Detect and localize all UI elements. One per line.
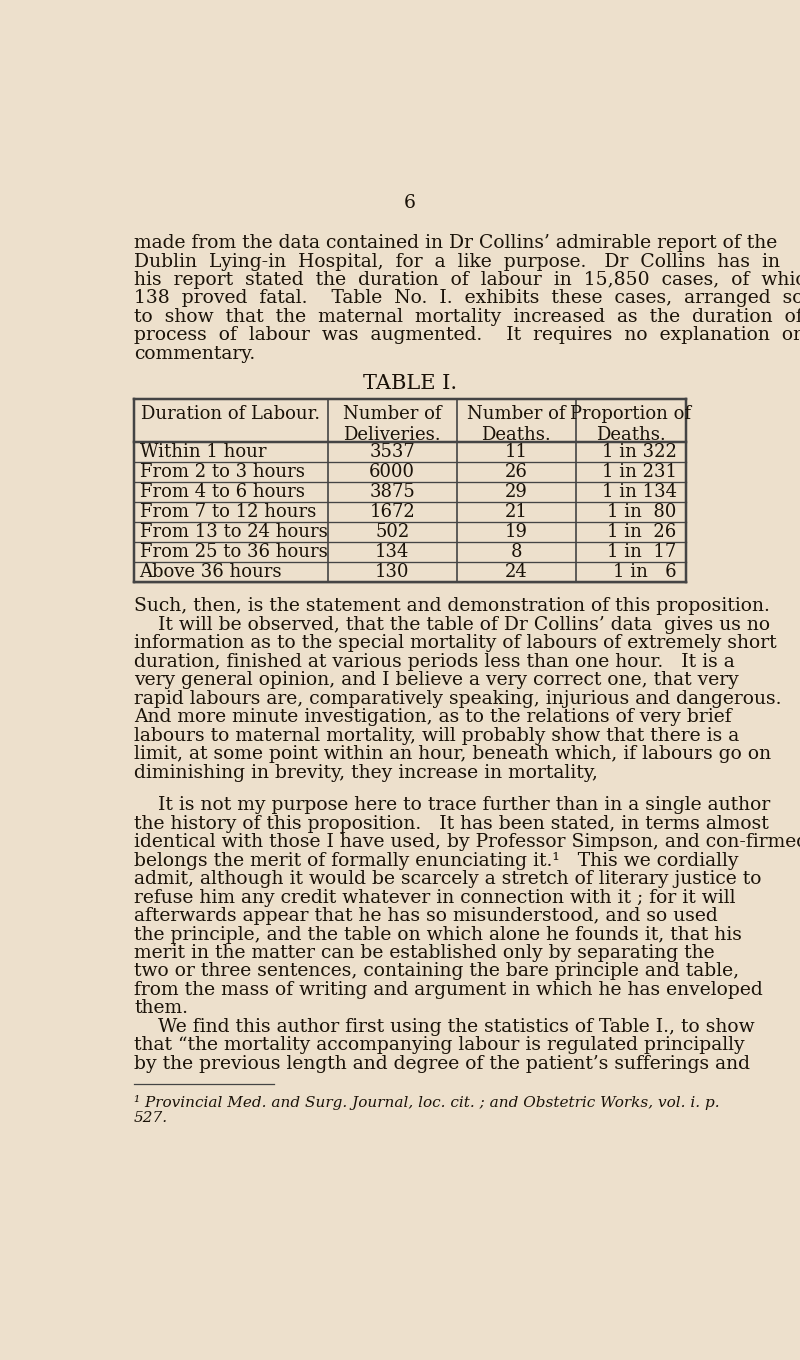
Text: From 4 to 6 hours: From 4 to 6 hours [139,483,304,500]
Text: TABLE I.: TABLE I. [363,374,457,393]
Text: 130: 130 [375,563,410,581]
Text: 1 in  26: 1 in 26 [607,524,677,541]
Text: Above 36 hours: Above 36 hours [139,563,282,581]
Text: 1 in 134: 1 in 134 [602,483,677,500]
Text: 26: 26 [505,462,528,481]
Text: the history of this proposition.   It has been stated, in terms almost: the history of this proposition. It has … [134,815,769,832]
Text: 6: 6 [404,194,416,212]
Text: We find this author first using the statistics of Table I., to show: We find this author first using the stat… [134,1017,754,1036]
Text: Number of
Deliveries.: Number of Deliveries. [343,405,442,443]
Text: identical with those I have used, by Professor Simpson, and con­firmed by the ta: identical with those I have used, by Pro… [134,834,800,851]
Text: made from the data contained in Dr Collins’ admirable report of the: made from the data contained in Dr Colli… [134,234,778,252]
Text: Such, then, is the statement and demonstration of this proposition.: Such, then, is the statement and demonst… [134,597,770,616]
Text: process  of  labour  was  augmented.    It  requires  no  explanation  or: process of labour was augmented. It requ… [134,326,800,344]
Text: 29: 29 [505,483,528,500]
Text: refuse him any credit whatever in connection with it ; for it will: refuse him any credit whatever in connec… [134,888,736,907]
Text: 1 in 231: 1 in 231 [602,462,677,481]
Text: 8: 8 [510,543,522,562]
Text: by the previous length and degree of the patient’s sufferings and: by the previous length and degree of the… [134,1055,750,1073]
Text: 1 in  17: 1 in 17 [607,543,677,562]
Text: 19: 19 [505,524,528,541]
Text: very general opinion, and I believe a very correct one, that very: very general opinion, and I believe a ve… [134,672,739,690]
Text: It will be observed, that the table of Dr Collins’ data  gives us no: It will be observed, that the table of D… [134,616,770,634]
Text: the principle, and the table on which alone he founds it, that his: the principle, and the table on which al… [134,926,742,944]
Text: 527.: 527. [134,1111,168,1125]
Text: From 13 to 24 hours: From 13 to 24 hours [139,524,327,541]
Text: them.: them. [134,1000,188,1017]
Text: from the mass of writing and argument in which he has enveloped: from the mass of writing and argument in… [134,981,763,1000]
Text: ¹ Provincial Med. and Surg. Journal, loc. cit. ; and Obstetric Works, vol. i. p.: ¹ Provincial Med. and Surg. Journal, loc… [134,1095,720,1110]
Text: that “the mortality accompanying labour is regulated principally: that “the mortality accompanying labour … [134,1036,745,1054]
Text: 502: 502 [375,524,410,541]
Text: From 2 to 3 hours: From 2 to 3 hours [139,462,304,481]
Text: Within 1 hour: Within 1 hour [139,443,266,461]
Text: belongs the merit of formally enunciating it.¹   This we cordially: belongs the merit of formally enunciatin… [134,851,738,869]
Text: 3875: 3875 [370,483,415,500]
Text: rapid labours are, comparatively speaking, injurious and dangerous.: rapid labours are, comparatively speakin… [134,690,782,707]
Text: 1 in  80: 1 in 80 [607,503,677,521]
Text: 138  proved  fatal.    Table  No.  I.  exhibits  these  cases,  arranged  so  as: 138 proved fatal. Table No. I. exhibits … [134,290,800,307]
Text: information as to the special mortality of labours of extremely short: information as to the special mortality … [134,634,777,653]
Text: Proportion of
Deaths.: Proportion of Deaths. [570,405,691,443]
Text: labours to maternal mortality, will probably show that there is a: labours to maternal mortality, will prob… [134,726,739,745]
Text: And more minute investigation, as to the relations of very brief: And more minute investigation, as to the… [134,709,732,726]
Text: to  show  that  the  maternal  mortality  increased  as  the  duration  of  the: to show that the maternal mortality incr… [134,307,800,326]
Text: commentary.: commentary. [134,345,255,363]
Text: From 7 to 12 hours: From 7 to 12 hours [139,503,316,521]
Text: his  report  stated  the  duration  of  labour  in  15,850  cases,  of  which: his report stated the duration of labour… [134,271,800,290]
Text: It is not my purpose here to trace further than in a single author: It is not my purpose here to trace furth… [134,796,770,815]
Text: limit, at some point within an hour, beneath which, if labours go on: limit, at some point within an hour, ben… [134,745,771,763]
Text: 24: 24 [505,563,527,581]
Text: diminishing in brevity, they increase in mortality,: diminishing in brevity, they increase in… [134,764,598,782]
Text: 6000: 6000 [369,462,415,481]
Text: From 25 to 36 hours: From 25 to 36 hours [139,543,327,562]
Text: 1 in   6: 1 in 6 [613,563,677,581]
Text: admit, although it would be scarcely a stretch of literary justice to: admit, although it would be scarcely a s… [134,870,762,888]
Text: 3537: 3537 [370,443,415,461]
Text: 1672: 1672 [370,503,415,521]
Text: merit in the matter can be established only by separating the: merit in the matter can be established o… [134,944,714,962]
Text: Number of
Deaths.: Number of Deaths. [467,405,566,443]
Text: two or three sentences, containing the bare principle and table,: two or three sentences, containing the b… [134,963,739,981]
Text: Dublin  Lying-in  Hospital,  for  a  like  purpose.   Dr  Collins  has  in: Dublin Lying-in Hospital, for a like pur… [134,253,780,271]
Text: duration, finished at various periods less than one hour.   It is a: duration, finished at various periods le… [134,653,735,670]
Text: 11: 11 [505,443,528,461]
Text: Duration of Labour.: Duration of Labour. [142,405,321,423]
Text: 21: 21 [505,503,528,521]
Text: 134: 134 [375,543,410,562]
Text: 1 in 322: 1 in 322 [602,443,677,461]
Text: afterwards appear that he has so misunderstood, and so used: afterwards appear that he has so misunde… [134,907,718,925]
